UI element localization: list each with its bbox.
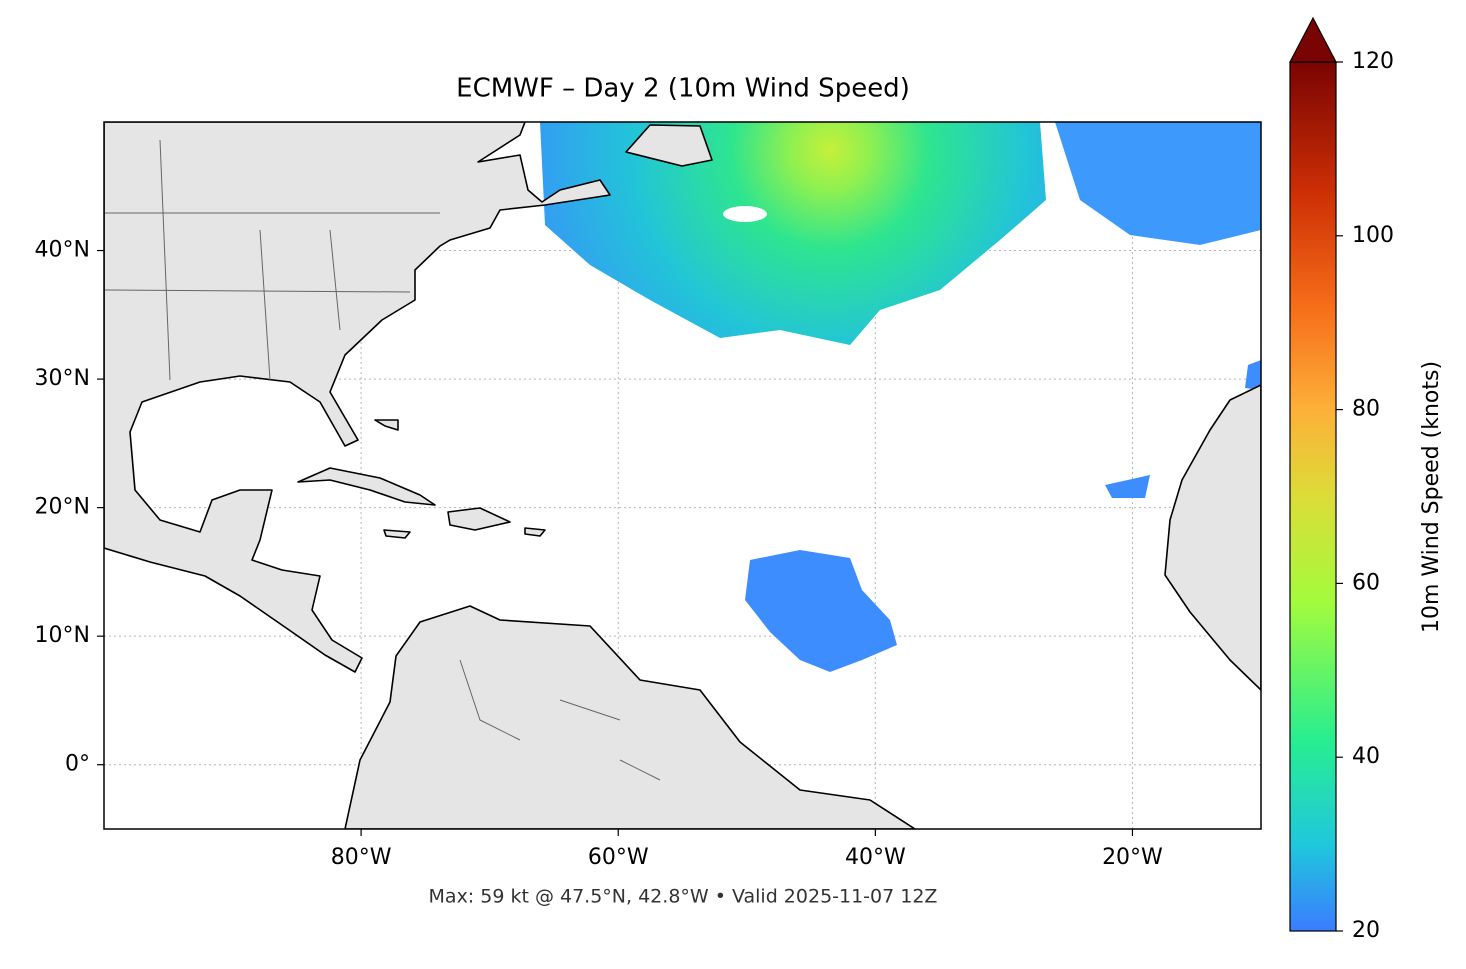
- colorbar-tick-label: 120: [1352, 49, 1394, 74]
- map-frame: [103, 121, 1262, 830]
- colorbar-tick-label: 80: [1352, 397, 1380, 422]
- x-tick-label: 80°W: [331, 845, 392, 870]
- colorbar-tick-label: 60: [1352, 570, 1380, 595]
- south-america: [344, 605, 916, 829]
- colorbar-tick-label: 40: [1352, 744, 1380, 769]
- wind-gap: [723, 206, 767, 222]
- x-tick-label: 20°W: [1102, 845, 1163, 870]
- axes: 80°W 60°W 40°W 20°W 0° 10°N 20°N 30°N 40°N 20 40 60…: [35, 49, 1394, 943]
- y-tick-label: 40°N: [35, 238, 90, 263]
- colorbar-tick-label: 100: [1352, 223, 1394, 248]
- y-tick-label: 20°N: [35, 495, 90, 520]
- colorbar-label: 10m Wind Speed (knots): [1419, 361, 1444, 633]
- north-america: [104, 122, 611, 673]
- wind-field: [1055, 122, 1261, 245]
- cuba: [297, 467, 436, 506]
- footer: Max: 59 kt @ 47.5°N, 42.8°W • Valid 2025…: [429, 886, 938, 908]
- y-tick-label: 30°N: [35, 366, 90, 391]
- africa: [1164, 384, 1261, 691]
- colorbar-extend: [1289, 16, 1337, 63]
- wind-field: [1105, 360, 1261, 498]
- colorbar: [1289, 61, 1337, 932]
- y-tick-label: 0°: [65, 752, 90, 777]
- y-tick-label: 10°N: [35, 623, 90, 648]
- hispaniola: [447, 507, 511, 531]
- wind-field: [540, 122, 1046, 345]
- colorbar-tick-label: 20: [1352, 918, 1380, 943]
- borders: [104, 139, 661, 781]
- island: [374, 419, 546, 539]
- x-tick-label: 40°W: [845, 845, 906, 870]
- x-tick-label: 60°W: [588, 845, 649, 870]
- title: ECMWF – Day 2 (10m Wind Speed): [456, 74, 910, 104]
- wind-field: [745, 550, 897, 672]
- map: [104, 122, 1261, 829]
- newfoundland: [625, 124, 713, 167]
